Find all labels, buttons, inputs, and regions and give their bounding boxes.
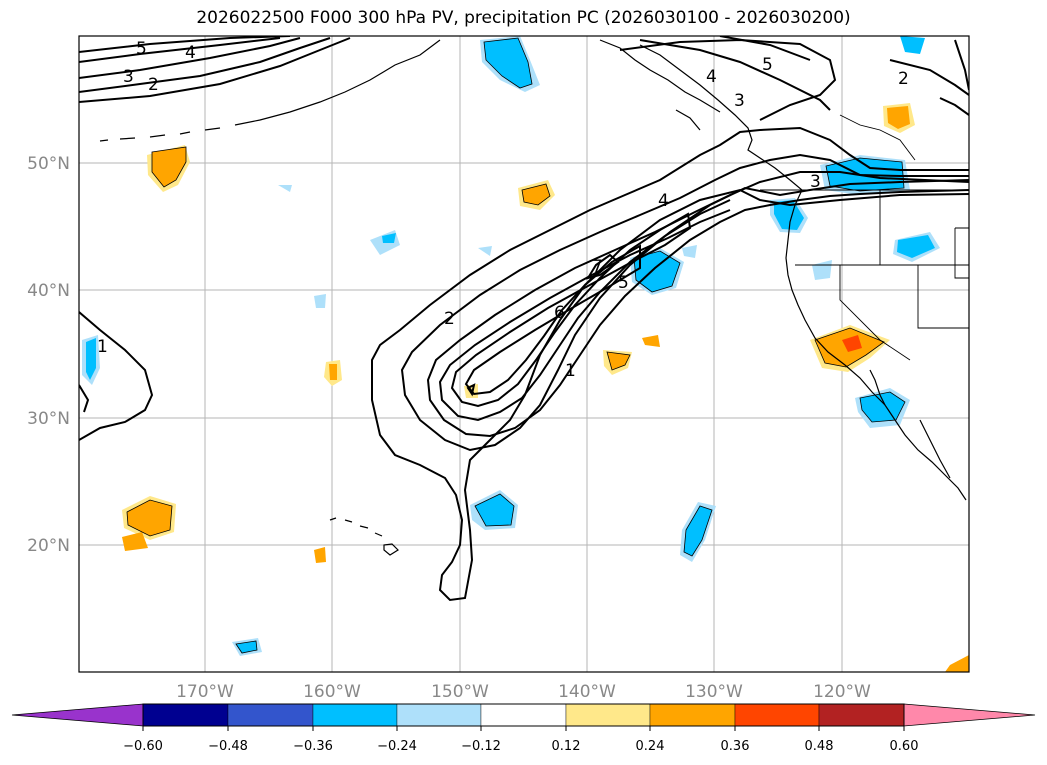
pv-contour-labels: 5 4 3 2 1 2 4 6 7 5 1 4 3 5 2 3 bbox=[97, 39, 909, 381]
lat-label: 50°N bbox=[27, 154, 70, 174]
lon-label: 150°W bbox=[431, 682, 489, 702]
colorbar-segment bbox=[565, 703, 651, 727]
colorbar-tick-label: −0.12 bbox=[461, 739, 501, 754]
lon-label: 130°W bbox=[685, 682, 743, 702]
contour-label: 6 bbox=[554, 303, 565, 323]
contour-label: 3 bbox=[123, 67, 134, 87]
colorbar-extend-left bbox=[11, 703, 144, 727]
contour-label: 4 bbox=[658, 191, 669, 211]
lat-label: 20°N bbox=[27, 536, 70, 556]
colorbar-segment bbox=[734, 703, 820, 727]
colorbar-tick-label: −0.36 bbox=[293, 739, 333, 754]
map-title: 2026022500 F000 300 hPa PV, precipitatio… bbox=[196, 8, 851, 28]
map-frame bbox=[78, 35, 970, 673]
contour-label: 4 bbox=[185, 43, 196, 63]
lat-label: 40°N bbox=[27, 281, 70, 301]
colorbar-tick-label: −0.48 bbox=[208, 739, 248, 754]
colorbar-tick-label: 0.12 bbox=[552, 739, 581, 754]
colorbar-segment bbox=[818, 703, 905, 727]
colorbar-tick-label: 0.60 bbox=[890, 739, 919, 754]
colorbar-segment bbox=[227, 703, 314, 727]
lon-label: 140°W bbox=[558, 682, 616, 702]
contour-label: 5 bbox=[618, 273, 629, 293]
precip-positive-shading bbox=[122, 103, 969, 672]
colorbar-frame bbox=[142, 703, 905, 727]
colorbar-tick-label: 0.48 bbox=[805, 739, 834, 754]
contour-label: 1 bbox=[565, 361, 576, 381]
pv-contours bbox=[79, 36, 969, 602]
longitude-labels: 170°W 160°W 150°W 140°W 130°W 120°W bbox=[176, 682, 871, 702]
contour-label: 3 bbox=[734, 91, 745, 111]
lon-label: 170°W bbox=[176, 682, 234, 702]
lon-label: 160°W bbox=[303, 682, 361, 702]
colorbar-segment bbox=[396, 703, 482, 727]
contour-label: 5 bbox=[136, 39, 147, 59]
lon-label: 120°W bbox=[813, 682, 871, 702]
gridlines bbox=[79, 36, 969, 672]
colorbar-segment bbox=[142, 703, 229, 727]
colorbar-tick-label: 0.24 bbox=[636, 739, 665, 754]
colorbar-segment bbox=[649, 703, 736, 727]
contour-label: 2 bbox=[444, 309, 455, 329]
colorbar-segment bbox=[312, 703, 398, 727]
latitude-labels: 50°N 40°N 30°N 20°N bbox=[27, 154, 70, 556]
contour-label: 2 bbox=[148, 75, 159, 95]
colorbar-tick-label: −0.60 bbox=[123, 739, 163, 754]
contour-label: 3 bbox=[810, 172, 821, 192]
contour-label: 5 bbox=[762, 55, 773, 75]
colorbar: −0.60 −0.48 −0.36 −0.24 −0.12 0.12 0.24 … bbox=[11, 703, 1036, 754]
contour-label: 1 bbox=[97, 337, 108, 357]
colorbar-tick-label: 0.36 bbox=[721, 739, 750, 754]
lat-label: 30°N bbox=[27, 409, 70, 429]
contour-label: 4 bbox=[706, 67, 717, 87]
contour-label: 7 bbox=[592, 257, 603, 277]
colorbar-tick-label: −0.24 bbox=[377, 739, 417, 754]
contour-label: 2 bbox=[898, 69, 909, 89]
colorbar-extend-right bbox=[903, 703, 1036, 727]
colorbar-segment bbox=[480, 703, 567, 727]
